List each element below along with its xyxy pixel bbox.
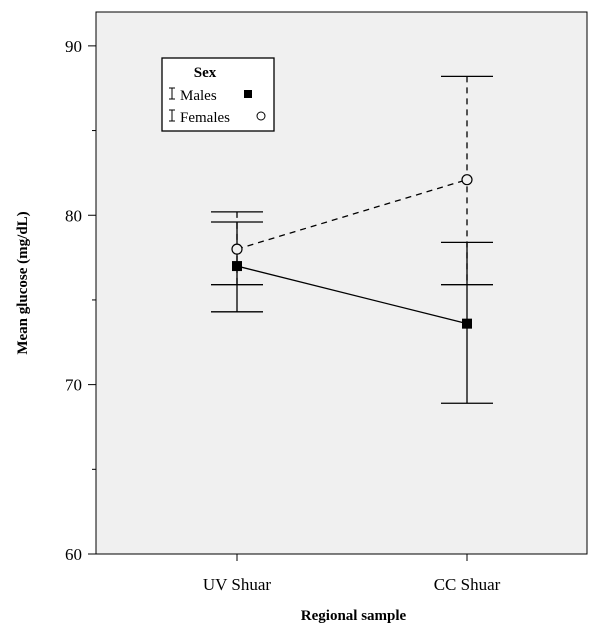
y-tick-label: 60 (65, 545, 82, 564)
series-line-males (236, 265, 468, 325)
y-axis: 60 70 80 90 (65, 37, 96, 564)
data-point-females (231, 243, 243, 255)
legend-label-males: Males (180, 88, 217, 104)
series-layer (211, 75, 493, 404)
y-tick-label: 70 (65, 376, 82, 395)
x-tick-label: UV Shuar (203, 575, 271, 594)
x-axis: UV Shuar CC Shuar (203, 554, 501, 594)
legend-marker-females (256, 111, 266, 121)
x-axis-label: Regional sample (301, 608, 407, 624)
data-point-males (232, 261, 242, 272)
series-line-females (236, 179, 468, 250)
y-tick-label: 90 (65, 37, 82, 56)
y-axis-label: Mean glucose (mg/dL) (15, 211, 31, 354)
y-tick-label: 80 (65, 206, 82, 225)
data-point-males (462, 318, 472, 329)
data-point-females (461, 174, 473, 186)
legend-title: Sex (194, 65, 217, 81)
x-tick-label: CC Shuar (434, 575, 501, 594)
series-females (211, 75, 493, 286)
legend-marker-males (244, 90, 252, 98)
legend-box (161, 57, 275, 132)
legend-label-females: Females (180, 110, 230, 126)
legend: Sex Males Females (161, 57, 275, 132)
